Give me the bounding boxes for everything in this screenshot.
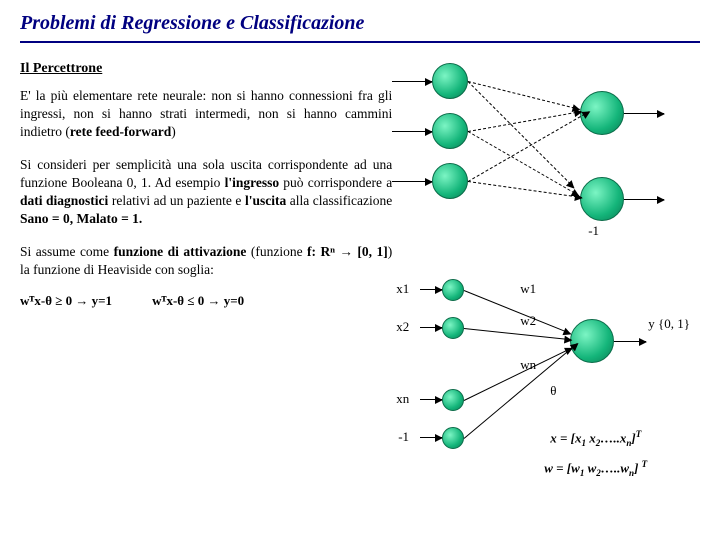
p1-b: rete feed-forward — [70, 124, 171, 139]
out-arrow-y — [614, 341, 646, 342]
page-title: Problemi di Regressione e Classificazion… — [20, 12, 700, 43]
input-node-x2 — [442, 317, 464, 339]
top-edge-1-1 — [468, 81, 580, 110]
input-node-xn — [442, 389, 464, 411]
diagram-column: -1 x1 x2 xn -1 w1 w2 wn θ y {0, 1} x = [… — [402, 61, 700, 309]
paragraph-2: Si consideri per semplicità una sola usc… — [20, 156, 392, 229]
top-input-node-2 — [432, 113, 468, 149]
top-edge-2-2 — [468, 131, 579, 196]
p2-g: alla classificazione — [286, 193, 392, 208]
wv-b: w — [584, 460, 596, 475]
top-edge-2-1 — [468, 111, 581, 132]
p3-c: (funzione — [246, 244, 307, 259]
xv-a: x = [x — [550, 430, 581, 445]
lbl-y: y {0, 1} — [648, 316, 690, 332]
lbl-x2: x2 — [396, 319, 409, 335]
wv-c: …..w — [601, 460, 629, 475]
input-node-bias — [442, 427, 464, 449]
top-input-node-1 — [432, 63, 468, 99]
formula-2: wᵀx-θ ≤ 0 → y=0 — [152, 293, 244, 309]
lbl-x1: x1 — [396, 281, 409, 297]
lbl-w1: w1 — [520, 281, 536, 297]
input-node-x1 — [442, 279, 464, 301]
lbl-wn: wn — [520, 357, 536, 373]
edge-w1 — [464, 290, 571, 334]
top-out-arrow-1 — [624, 113, 664, 114]
wv-d: ] — [634, 460, 642, 475]
top-bias-label: -1 — [588, 223, 599, 239]
xvec-label: x = [x1 x2…..xn]T — [550, 429, 641, 448]
in-arrow-x1 — [420, 289, 442, 290]
lbl-w2: w2 — [520, 313, 536, 329]
lbl-theta: θ — [550, 383, 556, 399]
text-column: Il Percettrone E' la più elementare rete… — [20, 61, 402, 309]
section-heading: Il Percettrone — [20, 61, 392, 77]
xv-b: x — [586, 430, 596, 445]
paragraph-3: Si assume come funzione di attivazione (… — [20, 243, 392, 279]
top-edge-3-1 — [468, 111, 590, 182]
p2-f: l'uscita — [245, 193, 286, 208]
top-in-arrow-2 — [392, 131, 432, 132]
xv-c: …..x — [600, 430, 626, 445]
top-output-node-2 — [580, 177, 624, 221]
top-in-arrow-3 — [392, 181, 432, 182]
lbl-bias: -1 — [398, 429, 409, 445]
paragraph-1: E' la più elementare rete neurale: non s… — [20, 87, 392, 142]
p3-d: f: Rⁿ → [0, 1] — [307, 244, 388, 259]
p3-b: funzione di attivazione — [114, 244, 247, 259]
p2-c: può corrispondere a — [279, 175, 392, 190]
p2-h: Sano = 0, Malato = 1. — [20, 211, 142, 226]
content-area: Il Percettrone E' la più elementare rete… — [20, 61, 700, 309]
formula-row: wᵀx-θ ≥ 0 → y=1 wᵀx-θ ≤ 0 → y=0 — [20, 293, 392, 309]
top-input-node-3 — [432, 163, 468, 199]
p2-e: relativi ad un paziente e — [108, 193, 245, 208]
lbl-xn: xn — [396, 391, 409, 407]
p2-d: dati diagnostici — [20, 193, 108, 208]
p2-b: l'ingresso — [225, 175, 280, 190]
in-arrow-xn — [420, 399, 442, 400]
formula-1: wᵀx-θ ≥ 0 → y=1 — [20, 293, 112, 309]
wv-a: w = [w — [544, 460, 580, 475]
in-arrow-bias — [420, 437, 442, 438]
wvec-label: w = [w1 w2…..wn] T — [544, 459, 647, 478]
in-arrow-x2 — [420, 327, 442, 328]
p3-a: Si assume come — [20, 244, 114, 259]
top-in-arrow-1 — [392, 81, 432, 82]
p1-c: ) — [171, 124, 176, 139]
top-edge-3-2 — [468, 181, 582, 198]
top-out-arrow-2 — [624, 199, 664, 200]
edge-w2 — [464, 328, 572, 340]
